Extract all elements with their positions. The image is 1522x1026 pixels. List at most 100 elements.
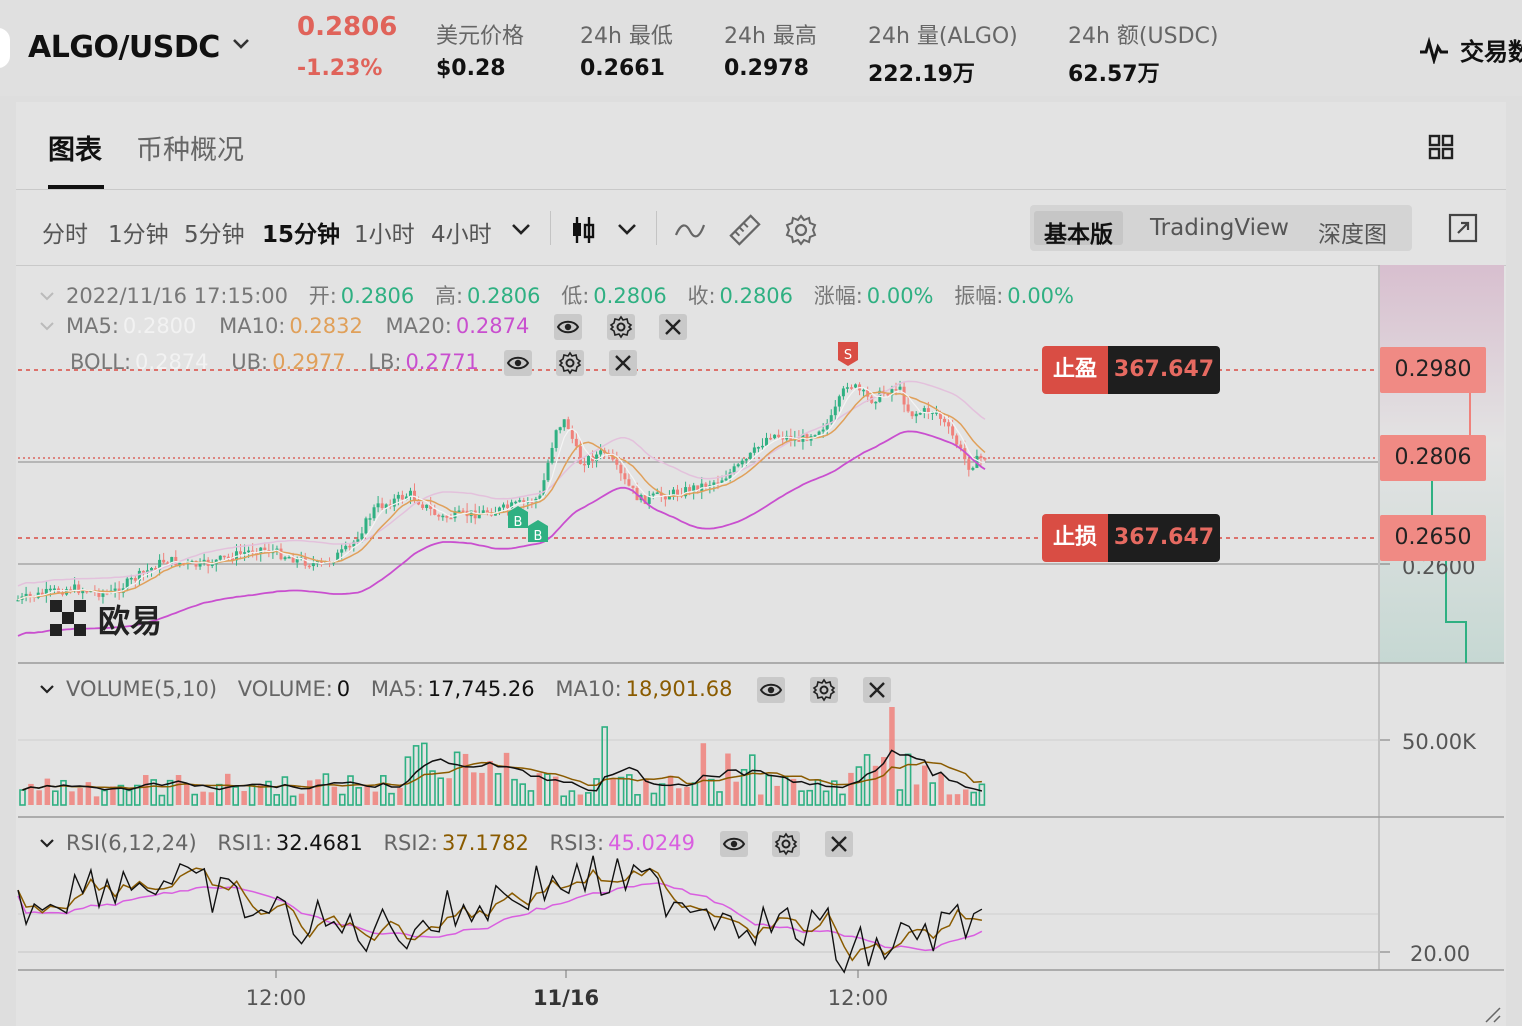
candle-body	[457, 510, 461, 513]
volume-bar	[347, 775, 354, 806]
volume-bar	[110, 786, 116, 805]
candle-body	[28, 593, 32, 597]
fullscreen-icon[interactable]	[1448, 213, 1478, 243]
remove-indicator-button[interactable]	[825, 831, 853, 857]
chart-toolbar: 分时 1分钟 5分钟 15分钟 1小时 4小时 基本版 TradingView …	[16, 191, 1506, 266]
candle-body	[344, 545, 348, 550]
buy-marker[interactable]: B	[528, 520, 548, 544]
collapse-handle[interactable]	[0, 28, 10, 68]
chevron-down-icon[interactable]	[38, 682, 56, 696]
take-profit-order[interactable]: 止盈 367.647	[1042, 346, 1220, 394]
candle-body	[113, 588, 117, 591]
volume-bar	[487, 760, 493, 805]
chevron-down-icon[interactable]	[230, 32, 252, 54]
indicator-settings-button[interactable]	[606, 314, 635, 340]
toggle-visibility-button[interactable]	[757, 677, 786, 703]
candle-body	[170, 556, 174, 564]
pulse-icon	[1420, 36, 1448, 66]
candle-body	[955, 435, 959, 445]
chevron-down-icon[interactable]	[510, 219, 532, 239]
remove-indicator-button[interactable]	[608, 350, 637, 376]
timeframe-tick[interactable]: 分时	[42, 222, 88, 248]
candle-body	[52, 588, 56, 590]
candle-body	[352, 541, 356, 547]
remove-indicator-button[interactable]	[862, 677, 891, 703]
timeframe-15m[interactable]: 15分钟	[262, 222, 341, 248]
chevron-down-icon[interactable]	[38, 289, 56, 303]
buy-marker[interactable]: B	[508, 506, 528, 530]
timeframe-4h[interactable]: 4小时	[431, 222, 492, 248]
candle-body	[817, 431, 821, 436]
candle-body	[562, 419, 566, 428]
volume-bar	[44, 778, 51, 805]
toggle-visibility-button[interactable]	[503, 350, 532, 376]
ma5-line	[17, 386, 986, 601]
volume-bar	[758, 794, 764, 805]
volume-bar	[617, 776, 625, 806]
candle-body	[396, 494, 400, 499]
toggle-visibility-button[interactable]	[554, 314, 582, 340]
candle-body	[914, 413, 918, 417]
timeframe-1m[interactable]: 1分钟	[108, 222, 169, 248]
trade-data-link[interactable]: 交易数	[1418, 32, 1522, 67]
volume-bar	[806, 789, 814, 806]
view-tradingview[interactable]: TradingView	[1150, 215, 1289, 241]
close-icon	[831, 836, 847, 852]
indicator-wave-icon[interactable]	[674, 219, 706, 241]
candle-body	[319, 561, 323, 563]
timeframe-1h[interactable]: 1小时	[354, 222, 415, 248]
sell-marker[interactable]: S	[838, 342, 858, 366]
layout-grid-icon[interactable]	[1428, 134, 1454, 160]
candle-body	[886, 393, 890, 396]
chevron-down-icon[interactable]	[616, 219, 638, 239]
candle-body	[105, 592, 109, 595]
tab-chart[interactable]: 图表	[48, 135, 102, 166]
candle-body	[408, 490, 412, 497]
volume-bar	[134, 784, 141, 806]
timeframe-5m[interactable]: 5分钟	[184, 222, 245, 248]
tab-coin-overview[interactable]: 币种概况	[136, 135, 244, 166]
volume-bar	[364, 785, 370, 805]
view-depth[interactable]: 深度图	[1318, 222, 1387, 248]
candle-body	[291, 557, 295, 563]
candle-body	[413, 490, 417, 501]
remove-indicator-button[interactable]	[659, 314, 688, 340]
indicator-settings-button[interactable]	[809, 677, 838, 703]
volume-bar	[307, 780, 313, 805]
eye-icon	[506, 356, 529, 370]
volume-bar	[479, 772, 485, 805]
pair-selector[interactable]: ALGO/USDC	[28, 30, 220, 65]
chevron-down-icon[interactable]	[38, 836, 56, 850]
open-label: 开:	[308, 284, 337, 308]
candle-body	[983, 458, 987, 460]
toggle-visibility-button[interactable]	[719, 831, 748, 857]
candle-body	[619, 464, 623, 474]
ruler-icon[interactable]	[728, 213, 762, 247]
indicator-settings-button[interactable]	[556, 350, 585, 376]
indicator-settings-button[interactable]	[772, 831, 801, 857]
stat-value: 62.57万	[1068, 62, 1160, 87]
view-basic[interactable]: 基本版	[1034, 211, 1123, 248]
take-profit-label: 止盈	[1042, 346, 1108, 394]
resize-handle-icon[interactable]	[1485, 1007, 1501, 1023]
candle-body	[137, 570, 141, 581]
volume-bar	[740, 768, 748, 806]
candle-body	[263, 547, 267, 550]
candle-body	[979, 455, 983, 459]
settings-gear-icon[interactable]	[784, 213, 818, 247]
chevron-down-icon[interactable]	[38, 319, 56, 333]
candle-body	[845, 387, 849, 389]
candle-body	[732, 466, 736, 473]
gear-icon	[812, 678, 836, 702]
volume-bar	[191, 793, 198, 806]
volume-bar	[963, 789, 969, 805]
rsi-row: RSI(6,12,24) RSI1: 32.4681 RSI2: 37.1782 R…	[38, 831, 857, 857]
volume-bar	[36, 790, 42, 805]
vol-ma5-label: MA5:	[370, 677, 424, 701]
close-icon	[615, 355, 631, 371]
last-price: 0.2806	[297, 12, 398, 42]
volume-bar	[848, 772, 854, 805]
stop-loss-order[interactable]: 止损 367.647	[1042, 514, 1220, 562]
candlestick-icon[interactable]	[570, 215, 596, 245]
